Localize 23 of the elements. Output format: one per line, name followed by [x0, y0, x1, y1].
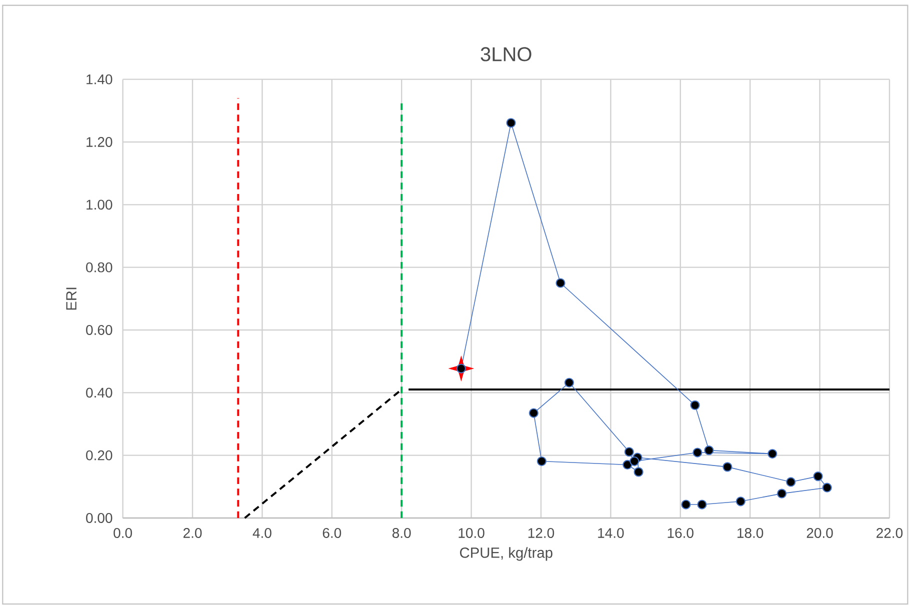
x-tick-label: 6.0 — [322, 528, 342, 538]
chart-title: 3LNO — [480, 47, 532, 62]
y-tick-label: 0.60 — [86, 325, 112, 336]
y-tick-label: 0.80 — [86, 262, 112, 273]
x-tick-label: 0.0 — [114, 528, 132, 538]
x-tick-label: 22.0 — [876, 528, 903, 538]
y-tick-label: 1.20 — [86, 137, 112, 148]
y-axis-title: ERI — [66, 288, 76, 310]
x-axis-title: CPUE, kg/trap — [460, 547, 552, 562]
x-tick-label: 10.0 — [458, 528, 484, 538]
x-tick-label: 18.0 — [738, 528, 764, 538]
x-tick-label: 16.0 — [668, 528, 694, 538]
x-tick-label: 8.0 — [392, 528, 411, 538]
x-tick-label: 14.0 — [598, 528, 624, 538]
y-tick-label: 0.20 — [86, 450, 112, 461]
y-tick-label: 1.00 — [86, 200, 112, 210]
x-tick-label: 20.0 — [806, 528, 833, 538]
x-tick-label: 12.0 — [528, 528, 554, 538]
y-tick-label: 0.40 — [86, 388, 112, 398]
y-tick-label: 1.40 — [86, 74, 112, 85]
x-tick-label: 2.0 — [183, 528, 202, 538]
x-tick-label: 4.0 — [252, 528, 272, 538]
y-tick-label: 0.00 — [86, 513, 112, 524]
